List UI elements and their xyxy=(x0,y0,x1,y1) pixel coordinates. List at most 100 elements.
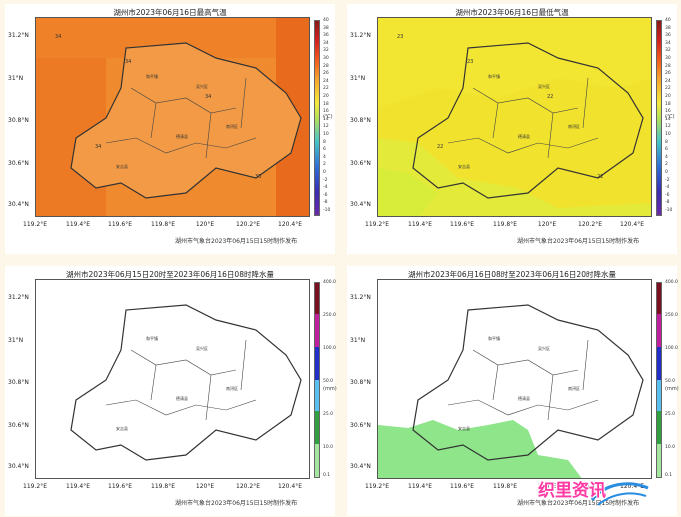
scale-label: -8 xyxy=(323,200,328,206)
grid-value: 34 xyxy=(95,144,102,150)
panel-title: 湖州市2023年06月16日08时至2023年06月16日20时降水量 xyxy=(408,270,616,279)
map-area: 和平镇 吴兴区 南浔区 安吉县 德清县 xyxy=(377,17,652,217)
svg-text:吴兴区: 吴兴区 xyxy=(196,345,208,351)
scale-label: 12 xyxy=(665,124,671,130)
scale-label: 100.0 xyxy=(665,346,678,351)
scale-label: -2 xyxy=(323,177,328,183)
temperature-colorbar xyxy=(314,20,320,216)
lat-label: 31°N xyxy=(350,75,366,82)
scale-label: 38 xyxy=(665,25,671,31)
svg-text:和平镇: 和平镇 xyxy=(146,335,158,341)
scale-label: 38 xyxy=(323,25,329,31)
scale-label: 26 xyxy=(665,71,671,77)
grid-value: 34 xyxy=(55,34,62,40)
grid-value: 34 xyxy=(205,94,212,100)
lon-label: 120°E xyxy=(537,483,557,490)
lon-label: 120.4°E xyxy=(620,221,644,228)
lat-label: 30.4°N xyxy=(8,463,29,470)
scale-label: 12 xyxy=(323,124,329,130)
lon-label: 120.2°E xyxy=(578,221,602,228)
scale-label: 14 xyxy=(323,116,329,122)
lat-label: 30.6°N xyxy=(350,160,371,167)
lon-label: 119.8°E xyxy=(151,483,175,490)
grid-value: 22 xyxy=(547,94,554,100)
scale-label: 30 xyxy=(665,56,671,61)
scale-label: 34 xyxy=(323,40,329,46)
lon-label: 120°E xyxy=(537,221,557,228)
lat-label: 31.2°N xyxy=(8,32,29,39)
scale-label: 10.0 xyxy=(323,445,334,450)
scale-label: 2 xyxy=(665,162,668,168)
lat-label: 31.2°N xyxy=(350,32,371,39)
scale-label: 18 xyxy=(323,101,329,107)
lon-label: 119.4°E xyxy=(66,221,90,228)
scale-label: 0.1 xyxy=(323,473,331,478)
scale-label: 50.0 xyxy=(323,379,334,384)
scale-label: 32 xyxy=(665,48,671,54)
unit-label: (℃) xyxy=(665,114,675,120)
lat-label: 31.2°N xyxy=(8,294,29,301)
panel-title: 湖州市2023年06月16日最低气温 xyxy=(455,8,569,17)
lon-label: 120.2°E xyxy=(578,483,602,490)
scale-label: 20 xyxy=(665,94,671,99)
svg-text:安吉县: 安吉县 xyxy=(458,163,470,169)
grid-value: 23 xyxy=(467,59,474,65)
scale-label: 30 xyxy=(323,56,329,61)
scale-label: 10.0 xyxy=(665,445,676,450)
grid-value: 34 xyxy=(125,59,132,65)
lon-label: 120.2°E xyxy=(236,483,260,490)
scale-label: 20 xyxy=(323,94,329,99)
lat-label: 30.6°N xyxy=(8,422,29,429)
scale-label: 0 xyxy=(665,170,668,175)
lat-label: 30.8°N xyxy=(350,117,371,124)
svg-text:德清县: 德清县 xyxy=(518,395,530,401)
scale-label: -10 xyxy=(323,208,331,213)
scale-label: -4 xyxy=(665,185,670,191)
scale-label: 400.0 xyxy=(665,280,678,285)
scale-label: 25.0 xyxy=(665,412,676,417)
lon-label: 120.4°E xyxy=(620,483,644,490)
panel-title: 湖州市2023年06月15日20时至2023年06月16日08时降水量 xyxy=(66,270,274,279)
lat-label: 31°N xyxy=(8,75,24,82)
svg-text:吴兴区: 吴兴区 xyxy=(196,83,208,89)
map-area: 和平镇 吴兴区 南浔区 安吉县 德清县 xyxy=(35,17,310,217)
lat-label: 30.8°N xyxy=(8,379,29,386)
grid-value: 22 xyxy=(437,144,444,150)
min-temp-map-panel: 湖州市2023年06月16日最低气温 和平镇 吴兴区 南浔区 安吉县 德清县 31.2°… xyxy=(347,4,677,254)
scale-label: 32 xyxy=(323,48,329,54)
svg-text:德清县: 德清县 xyxy=(176,133,188,139)
precip-colorbar xyxy=(314,282,320,478)
credit-text: 湖州市气象台2023年06月15日15时制作发布 xyxy=(517,500,640,507)
precip-day-map-panel: 湖州市2023年06月16日08时至2023年06月16日20时降水量 和平镇吴… xyxy=(347,266,679,516)
scale-label: 34 xyxy=(665,40,671,46)
lat-label: 30.6°N xyxy=(8,160,29,167)
svg-text:吴兴区: 吴兴区 xyxy=(538,345,550,351)
lat-label: 30.6°N xyxy=(350,422,371,429)
scale-label: 10 xyxy=(323,132,329,137)
lat-label: 31.2°N xyxy=(350,294,371,301)
scale-label: 25.0 xyxy=(323,412,334,417)
lat-label: 31°N xyxy=(350,337,366,344)
scale-label: 16 xyxy=(665,109,671,115)
scale-label: 6 xyxy=(323,147,326,153)
lon-label: 120.4°E xyxy=(278,483,302,490)
scale-label: 100.0 xyxy=(323,346,336,351)
svg-text:和平镇: 和平镇 xyxy=(146,73,158,79)
scale-label: 250.0 xyxy=(665,313,678,318)
lat-label: 30.8°N xyxy=(350,379,371,386)
credit-text: 湖州市气象台2023年06月15日15时制作发布 xyxy=(175,500,298,507)
svg-text:南浔区: 南浔区 xyxy=(226,385,238,391)
scale-label: 24 xyxy=(665,78,671,84)
lon-label: 120°E xyxy=(195,221,215,228)
lon-label: 119.6°E xyxy=(108,483,132,490)
lat-label: 30.4°N xyxy=(8,201,29,208)
lon-label: 119.6°E xyxy=(450,483,474,490)
svg-text:安吉县: 安吉县 xyxy=(116,163,128,169)
scale-label: 24 xyxy=(323,78,329,84)
lon-label: 119.2°E xyxy=(365,221,389,228)
scale-label: 28 xyxy=(323,63,329,69)
